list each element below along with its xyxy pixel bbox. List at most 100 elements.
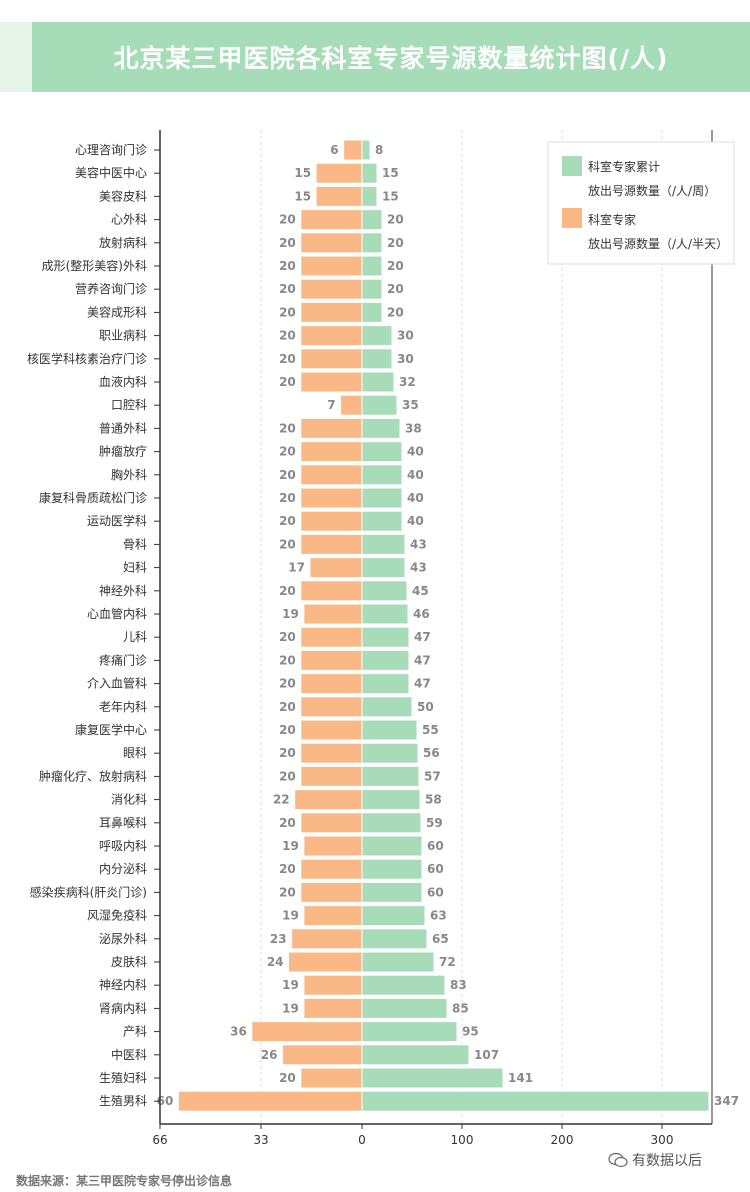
value-label-weekly-17: 43 [410,537,427,551]
bar-halfday-32 [300,881,363,903]
x-tick-label-right-0: 100 [451,1133,474,1147]
value-label-weekly-6: 20 [387,282,404,296]
value-label-halfday-22: 20 [279,653,296,667]
wechat-icon [608,1152,628,1168]
value-label-weekly-24: 50 [417,700,434,714]
bar-halfday-37 [303,997,363,1019]
value-label-weekly-10: 32 [399,375,416,389]
category-label-19: 神经外科 [99,584,147,598]
category-label-25: 康复医学中心 [75,722,147,737]
value-label-weekly-19: 45 [412,584,429,598]
bar-halfday-19 [300,580,363,602]
category-label-23: 介入血管科 [87,676,147,691]
value-label-halfday-34: 23 [270,932,287,946]
bar-halfday-4 [300,232,363,254]
value-label-halfday-20: 19 [282,607,299,621]
bar-halfday-1 [315,162,363,184]
bar-weekly-25 [361,719,418,741]
value-label-weekly-31: 60 [427,862,444,876]
category-label-11: 口腔科 [111,397,147,412]
value-label-weekly-26: 56 [423,746,440,760]
category-label-34: 泌尿外科 [99,932,147,946]
category-label-41: 生殖男科 [99,1093,147,1108]
value-label-weekly-29: 59 [426,816,443,830]
value-label-halfday-24: 20 [279,700,296,714]
brand-watermark: 有数据以后 [608,1150,702,1170]
value-label-halfday-40: 20 [279,1071,296,1085]
category-label-16: 运动医学科 [87,513,147,528]
category-label-6: 营养咨询门诊 [75,281,147,296]
category-label-14: 胸外科 [111,467,147,482]
value-label-weekly-11: 35 [402,398,419,412]
value-label-halfday-5: 20 [279,259,296,273]
category-label-7: 美容成形科 [87,304,147,319]
bar-weekly-21 [361,626,410,648]
value-label-weekly-4: 20 [387,236,404,250]
bar-halfday-41 [177,1090,363,1112]
value-label-halfday-12: 20 [279,421,296,435]
bar-weekly-18 [361,557,406,579]
bar-weekly-32 [361,881,423,903]
bar-halfday-16 [300,510,363,532]
category-label-4: 放射病科 [99,235,147,250]
value-label-halfday-38: 36 [230,1025,247,1039]
bar-halfday-24 [300,696,363,718]
bar-halfday-33 [303,905,363,927]
value-label-halfday-41: 60 [157,1094,174,1108]
value-label-halfday-28: 22 [273,793,290,807]
bar-weekly-29 [361,812,422,834]
category-label-35: 皮肤科 [111,954,147,969]
bar-halfday-18 [309,557,363,579]
bar-weekly-15 [361,487,403,509]
bar-halfday-39 [281,1044,363,1066]
bar-weekly-24 [361,696,413,718]
category-label-24: 老年内科 [99,700,147,714]
value-label-weekly-32: 60 [427,885,444,899]
value-label-halfday-8: 20 [279,329,296,343]
value-label-weekly-28: 58 [425,793,442,807]
bar-weekly-4 [361,232,383,254]
value-label-halfday-32: 20 [279,885,296,899]
bar-weekly-11 [361,394,398,416]
bar-weekly-38 [361,1021,458,1043]
category-label-29: 耳鼻喉科 [99,815,147,830]
value-label-halfday-25: 20 [279,723,296,737]
value-label-halfday-37: 19 [282,1001,299,1015]
x-tick-label-left-2: 0 [358,1133,366,1147]
bar-weekly-26 [361,742,419,764]
value-label-weekly-8: 30 [397,329,414,343]
category-label-27: 肿瘤化疗、放射病科 [39,768,147,783]
bar-weekly-39 [361,1044,470,1066]
value-label-weekly-22: 47 [414,653,431,667]
value-label-halfday-23: 20 [279,677,296,691]
value-label-halfday-29: 20 [279,816,296,830]
value-label-weekly-5: 20 [387,259,404,273]
category-label-15: 康复科骨质疏松门诊 [39,490,147,505]
value-label-halfday-0: 6 [330,143,338,157]
bar-halfday-2 [315,185,363,207]
category-label-12: 普通外科 [99,421,147,435]
bar-weekly-12 [361,417,401,439]
value-label-weekly-41: 347 [714,1094,739,1108]
value-label-weekly-3: 20 [387,213,404,227]
bar-halfday-30 [303,835,363,857]
value-label-halfday-36: 19 [282,978,299,992]
bar-weekly-13 [361,441,403,463]
value-label-halfday-6: 20 [279,282,296,296]
value-label-weekly-21: 47 [414,630,431,644]
value-label-halfday-39: 26 [261,1048,278,1062]
legend-label-weekly-line2: 放出号源数量（/人/周） [588,183,716,198]
value-label-halfday-2: 15 [294,189,311,203]
bar-halfday-6 [300,278,363,300]
category-label-31: 内分泌科 [99,862,147,876]
bar-weekly-3 [361,209,383,231]
value-label-halfday-26: 20 [279,746,296,760]
value-label-halfday-1: 15 [294,166,311,180]
x-tick-label-left-1: 33 [253,1133,268,1147]
bar-halfday-17 [300,533,363,555]
value-label-weekly-13: 40 [407,445,424,459]
category-label-20: 心血管内科 [87,606,147,621]
category-label-18: 妇科 [123,561,147,575]
bar-halfday-0 [343,139,363,161]
category-label-9: 核医学科核素治疗门诊 [27,351,147,366]
